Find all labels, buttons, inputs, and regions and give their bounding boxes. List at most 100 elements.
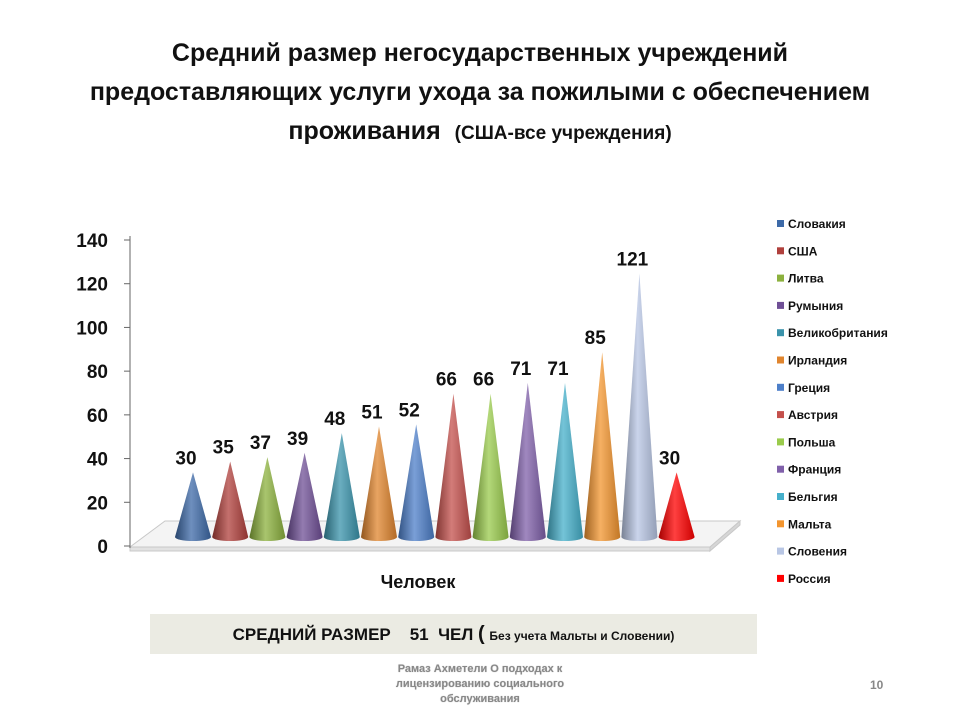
data-label: 39 (287, 429, 308, 450)
legend-label: Австрия (788, 408, 838, 422)
legend-swatch (777, 493, 784, 500)
data-label: 30 (175, 448, 196, 469)
legend-label: Словения (788, 545, 847, 559)
legend-item: Великобритания (777, 326, 888, 340)
legend-swatch (777, 465, 784, 473)
cone-bar (249, 457, 286, 541)
data-label: 48 (324, 409, 345, 430)
cone-series (175, 273, 695, 541)
data-label: 121 (617, 250, 649, 271)
legend-swatch (777, 274, 784, 282)
x-axis-title: Человек (381, 572, 457, 592)
cone-body (286, 452, 323, 541)
cone-body (621, 273, 658, 541)
data-label: 66 (473, 370, 494, 391)
legend-swatch (777, 301, 784, 309)
y-tick-label: 100 (76, 318, 108, 339)
legend-label: Румыния (788, 299, 843, 313)
data-label: 35 (213, 438, 235, 459)
legend-swatch (777, 574, 784, 582)
cone-bar (175, 472, 211, 541)
cone-bar (658, 472, 695, 541)
title-line-1: Средний размер негосударственных учрежде… (171, 39, 789, 67)
data-labels: 30 35 37 39 48 51 52 66 66 71 71 85 121 30 (175, 250, 680, 470)
summary-note: Без учета Мальты и Словении) (489, 629, 675, 643)
cone-body (472, 393, 509, 541)
legend-item: Франция (777, 463, 841, 477)
cone-body (398, 424, 435, 541)
cone-body (361, 426, 397, 541)
summary-label: СРЕДНИЙ РАЗМЕР (232, 625, 391, 644)
legend-swatch (777, 220, 784, 227)
data-label: 71 (547, 359, 569, 380)
legend-swatch (777, 329, 784, 337)
legend: Словакия США Литва Румыния Великобритания Ирл… (777, 217, 888, 586)
y-tick-label: 60 (87, 406, 108, 427)
legend-label: Великобритания (788, 326, 888, 340)
legend-item: Греция (777, 381, 830, 395)
footer-line-1: Рамаз Ахметели О подходах к (397, 663, 563, 675)
legend-swatch (777, 247, 784, 255)
legend-label: Греция (788, 381, 830, 395)
cone-bar (509, 382, 546, 541)
page-number: 10 (870, 678, 884, 692)
data-label: 71 (510, 359, 532, 380)
legend-label: США (788, 244, 818, 258)
legend-label: Литва (788, 272, 824, 286)
y-tick-label: 0 (97, 537, 108, 558)
legend-item: Словакия (777, 217, 846, 231)
cone-bar (472, 393, 509, 541)
legend-swatch (777, 547, 784, 555)
cone-bar (212, 461, 249, 541)
cone-body (323, 433, 360, 541)
legend-swatch (777, 411, 784, 419)
y-tick-label: 120 (76, 275, 108, 296)
cone-chart: 0 20 40 60 80 100 120 140 30 35 37 39 48 51 52 66 66 71 7… (76, 217, 888, 592)
legend-swatch (777, 438, 784, 446)
legend-item: Россия (777, 572, 831, 586)
title-line-2: предоставляющих услуги ухода за пожилыми… (89, 78, 871, 106)
y-tick-label: 40 (87, 450, 108, 471)
title-line-3-text: проживания (288, 117, 441, 145)
legend-item: Австрия (777, 408, 838, 422)
y-tick-label: 80 (87, 362, 108, 383)
slide-title: Средний размер негосударственных учрежде… (60, 34, 900, 153)
legend-item: Ирландия (777, 354, 847, 368)
cone-body (584, 352, 621, 541)
legend-item: США (777, 244, 818, 258)
footer-line-3: обслуживания (440, 693, 520, 705)
y-tick-label: 20 (87, 493, 108, 514)
legend-label: Франция (788, 463, 841, 477)
cone-bar (323, 433, 360, 541)
cone-bar (286, 452, 323, 541)
cone-bar (398, 424, 435, 541)
y-axis: 0 20 40 60 80 100 120 140 (76, 231, 131, 558)
data-label: 37 (250, 433, 271, 454)
cone-bar (435, 393, 472, 541)
legend-swatch (777, 520, 784, 528)
legend-label: Бельгия (788, 490, 838, 504)
legend-label: Словакия (788, 217, 846, 231)
cone-body (249, 457, 286, 541)
legend-label: Польша (788, 435, 836, 449)
cone-body (435, 393, 472, 541)
legend-item: Бельгия (777, 490, 838, 504)
cone-bar (584, 352, 621, 541)
summary-paren: ( (478, 623, 485, 645)
data-label: 85 (585, 328, 607, 349)
summary-value: 51 (409, 625, 429, 644)
legend-item: Польша (777, 435, 836, 449)
legend-label: Ирландия (788, 354, 847, 368)
legend-item: Румыния (777, 299, 843, 313)
summary-bar: СРЕДНИЙ РАЗМЕР 51 ЧЕЛ ( Без учета Мальты… (150, 614, 757, 654)
legend-item: Словения (777, 545, 847, 559)
footer-note: Рамаз Ахметели О подходах к лицензирован… (360, 662, 600, 707)
cone-body (175, 472, 211, 541)
legend-item: Мальта (777, 517, 832, 531)
cone-bar (361, 426, 397, 541)
cone-body (658, 472, 695, 541)
data-label: 52 (399, 400, 420, 421)
cone-body (212, 461, 249, 541)
legend-label: Мальта (788, 517, 832, 531)
cone-body (509, 382, 546, 541)
